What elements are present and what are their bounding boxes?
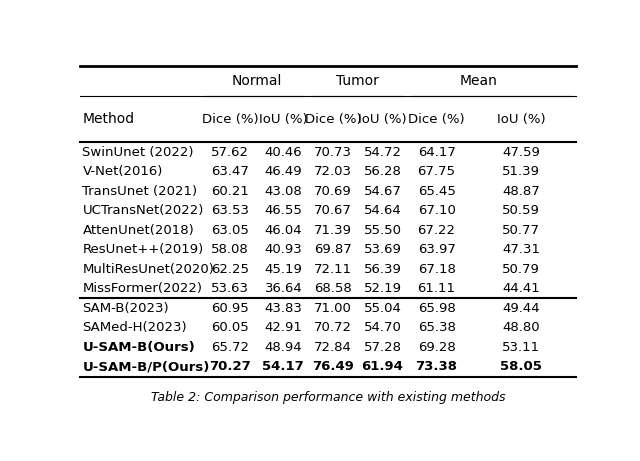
Text: 58.05: 58.05: [500, 361, 542, 373]
Text: SwinUnet (2022): SwinUnet (2022): [83, 146, 194, 159]
Text: 71.39: 71.39: [314, 224, 352, 236]
Text: 57.28: 57.28: [364, 341, 401, 354]
Text: 58.08: 58.08: [211, 243, 249, 256]
Text: 70.72: 70.72: [314, 321, 352, 334]
Text: 60.21: 60.21: [211, 184, 249, 198]
Text: 70.73: 70.73: [314, 146, 352, 159]
Text: 64.17: 64.17: [418, 146, 456, 159]
Text: SAMed-H(2023): SAMed-H(2023): [83, 321, 187, 334]
Text: 69.28: 69.28: [418, 341, 456, 354]
Text: 76.49: 76.49: [312, 361, 354, 373]
Text: 50.79: 50.79: [502, 263, 540, 276]
Text: 45.19: 45.19: [264, 263, 302, 276]
Text: 44.41: 44.41: [502, 282, 540, 295]
Text: 40.46: 40.46: [264, 146, 302, 159]
Text: 61.11: 61.11: [418, 282, 456, 295]
Text: SAM-B(2023): SAM-B(2023): [83, 302, 169, 315]
Text: 54.70: 54.70: [364, 321, 401, 334]
Text: 72.84: 72.84: [314, 341, 352, 354]
Text: 67.18: 67.18: [418, 263, 456, 276]
Text: 56.39: 56.39: [364, 263, 401, 276]
Text: 70.69: 70.69: [314, 184, 352, 198]
Text: Normal: Normal: [232, 74, 282, 88]
Text: UCTransNet(2022): UCTransNet(2022): [83, 204, 204, 217]
Text: 63.97: 63.97: [418, 243, 456, 256]
Text: 67.22: 67.22: [418, 224, 456, 236]
Text: 47.31: 47.31: [502, 243, 540, 256]
Text: 70.27: 70.27: [209, 361, 251, 373]
Text: 57.62: 57.62: [211, 146, 249, 159]
Text: MultiResUnet(2020): MultiResUnet(2020): [83, 263, 214, 276]
Text: 71.00: 71.00: [314, 302, 352, 315]
Text: 43.08: 43.08: [264, 184, 302, 198]
Text: 65.72: 65.72: [211, 341, 249, 354]
Text: 54.17: 54.17: [262, 361, 304, 373]
Text: IoU (%): IoU (%): [497, 113, 545, 126]
Text: IoU (%): IoU (%): [358, 113, 407, 126]
Text: U-SAM-B(Ours): U-SAM-B(Ours): [83, 341, 195, 354]
Text: 54.67: 54.67: [364, 184, 401, 198]
Text: V-Net(2016): V-Net(2016): [83, 165, 163, 178]
Text: 36.64: 36.64: [264, 282, 302, 295]
Text: Dice (%): Dice (%): [305, 113, 361, 126]
Text: IoU (%): IoU (%): [259, 113, 308, 126]
Text: 70.67: 70.67: [314, 204, 352, 217]
Text: 60.95: 60.95: [211, 302, 249, 315]
Text: 61.94: 61.94: [362, 361, 403, 373]
Text: 42.91: 42.91: [264, 321, 302, 334]
Text: Mean: Mean: [460, 74, 498, 88]
Text: 46.04: 46.04: [264, 224, 302, 236]
Text: 65.38: 65.38: [418, 321, 456, 334]
Text: TransUnet (2021): TransUnet (2021): [83, 184, 198, 198]
Text: 53.63: 53.63: [211, 282, 249, 295]
Text: 55.50: 55.50: [364, 224, 401, 236]
Text: 72.11: 72.11: [314, 263, 352, 276]
Text: 50.77: 50.77: [502, 224, 540, 236]
Text: 49.44: 49.44: [502, 302, 540, 315]
Text: 67.10: 67.10: [418, 204, 456, 217]
Text: 63.53: 63.53: [211, 204, 249, 217]
Text: Method: Method: [83, 112, 134, 126]
Text: 46.55: 46.55: [264, 204, 302, 217]
Text: Table 2: Comparison performance with existing methods: Table 2: Comparison performance with exi…: [151, 391, 505, 404]
Text: 40.93: 40.93: [264, 243, 302, 256]
Text: MissFormer(2022): MissFormer(2022): [83, 282, 202, 295]
Text: 72.03: 72.03: [314, 165, 352, 178]
Text: AttenUnet(2018): AttenUnet(2018): [83, 224, 194, 236]
Text: 48.80: 48.80: [502, 321, 540, 334]
Text: 46.49: 46.49: [264, 165, 302, 178]
Text: 50.59: 50.59: [502, 204, 540, 217]
Text: Tumor: Tumor: [337, 74, 379, 88]
Text: 63.05: 63.05: [211, 224, 249, 236]
Text: ResUnet++(2019): ResUnet++(2019): [83, 243, 204, 256]
Text: 54.64: 54.64: [364, 204, 401, 217]
Text: 67.75: 67.75: [418, 165, 456, 178]
Text: 65.45: 65.45: [418, 184, 456, 198]
Text: U-SAM-B/P(Ours): U-SAM-B/P(Ours): [83, 361, 210, 373]
Text: 48.94: 48.94: [264, 341, 302, 354]
Text: Dice (%): Dice (%): [202, 113, 259, 126]
Text: 47.59: 47.59: [502, 146, 540, 159]
Text: 53.11: 53.11: [502, 341, 540, 354]
Text: 68.58: 68.58: [314, 282, 352, 295]
Text: 69.87: 69.87: [314, 243, 352, 256]
Text: Dice (%): Dice (%): [408, 113, 465, 126]
Text: 60.05: 60.05: [211, 321, 249, 334]
Text: 73.38: 73.38: [415, 361, 458, 373]
Text: 55.04: 55.04: [364, 302, 401, 315]
Text: 63.47: 63.47: [211, 165, 249, 178]
Text: 52.19: 52.19: [364, 282, 401, 295]
Text: 54.72: 54.72: [364, 146, 401, 159]
Text: 62.25: 62.25: [211, 263, 249, 276]
Text: 51.39: 51.39: [502, 165, 540, 178]
Text: 43.83: 43.83: [264, 302, 302, 315]
Text: 48.87: 48.87: [502, 184, 540, 198]
Text: 65.98: 65.98: [418, 302, 456, 315]
Text: 56.28: 56.28: [364, 165, 401, 178]
Text: 53.69: 53.69: [364, 243, 401, 256]
